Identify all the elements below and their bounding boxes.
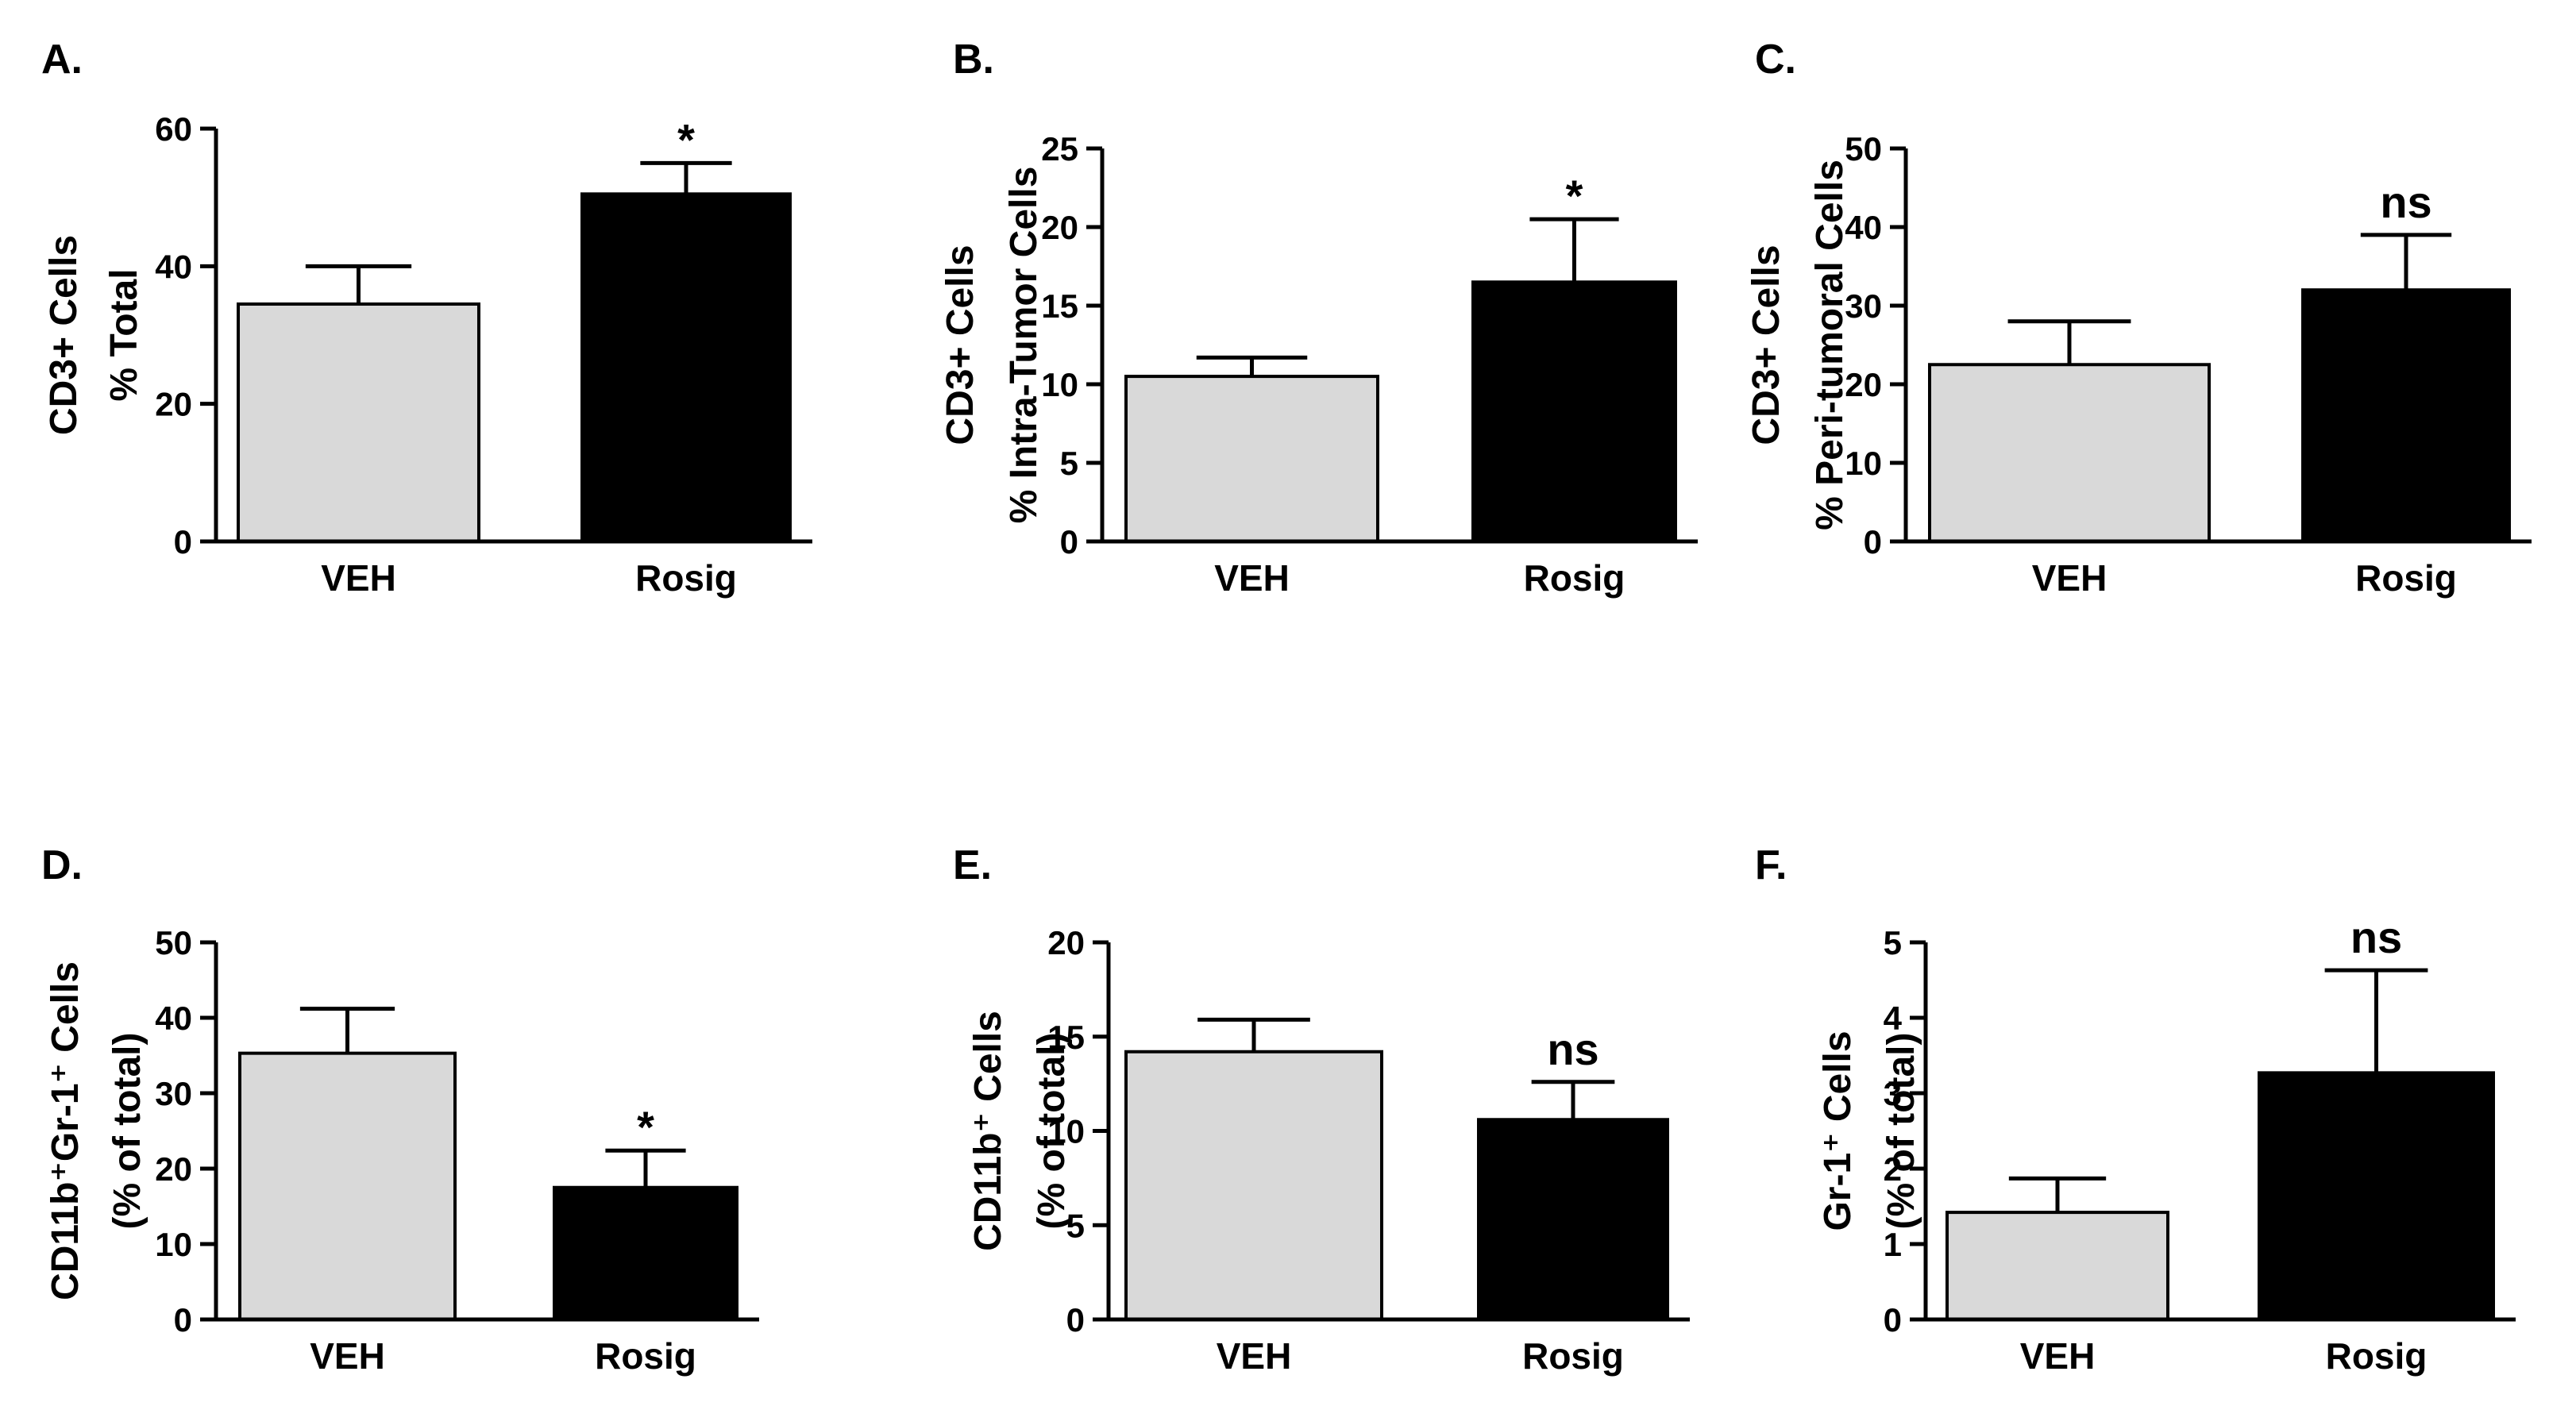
- y-axis-label: (% of total): [1031, 1033, 1073, 1230]
- y-tick-label: 1: [1884, 1226, 1902, 1263]
- y-axis-label: CD11b⁺ Cells: [967, 1011, 1009, 1251]
- x-tick-label: VEH: [2020, 1335, 2096, 1377]
- panel-label: B.: [953, 37, 994, 83]
- y-axis-label: CD3+ Cells: [1745, 245, 1787, 445]
- bar-rosig: [553, 1185, 738, 1321]
- panel-d: D. VEH * Rosig 0 10 20 30 40 50 CD11b⁺Gr-1⁺ Cells (…: [41, 842, 759, 1377]
- x-tick-label: VEH: [2032, 557, 2107, 599]
- y-tick-label: 0: [1884, 1301, 1902, 1339]
- y-axis-label: (% of total): [1880, 1033, 1922, 1230]
- bar-veh: [237, 302, 480, 543]
- panel-b: B. VEH * Rosig 0 5 10 15 20 25 CD3+ Cells % Intra-T…: [939, 37, 1698, 599]
- y-tick-label: 15: [1041, 287, 1078, 325]
- significance-label: ns: [2350, 912, 2402, 962]
- x-tick-label: Rosig: [1522, 1335, 1624, 1377]
- bar-veh: [1945, 1211, 2169, 1321]
- y-tick-label: 20: [1845, 366, 1882, 403]
- y-tick-label: 30: [1845, 287, 1882, 325]
- x-tick-label: VEH: [310, 1335, 385, 1377]
- x-tick-label: VEH: [1217, 1335, 1292, 1377]
- bar-rosig: [580, 192, 792, 543]
- y-tick-label: 5: [1060, 445, 1078, 482]
- y-axis-label: % Intra-Tumor Cells: [1003, 167, 1045, 524]
- y-axis-label: Gr-1⁺ Cells: [1817, 1030, 1859, 1231]
- y-axis-label: CD3+ Cells: [43, 235, 85, 435]
- significance-label: ns: [1547, 1024, 1598, 1074]
- y-axis-label: (% of total): [106, 1033, 148, 1230]
- x-tick-label: Rosig: [2326, 1335, 2428, 1377]
- y-tick-label: 40: [1845, 209, 1882, 246]
- y-axis-label: % Total: [103, 268, 145, 401]
- bar-rosig: [1471, 280, 1677, 543]
- y-axis-label: CD11b⁺Gr-1⁺ Cells: [44, 961, 87, 1300]
- bar-rosig: [2301, 288, 2511, 543]
- y-tick-label: 20: [1041, 209, 1078, 246]
- y-tick-label: 15: [1047, 1019, 1085, 1056]
- significance-label: ns: [2380, 177, 2431, 227]
- y-tick-label: 0: [1864, 523, 1882, 560]
- y-tick-label: 20: [155, 1150, 192, 1188]
- panel-label: D.: [41, 842, 83, 888]
- significance-label: *: [677, 114, 695, 164]
- y-tick-label: 10: [1041, 366, 1078, 403]
- y-tick-label: 20: [155, 386, 192, 423]
- y-tick-label: 3: [1884, 1075, 1902, 1112]
- y-tick-label: 0: [1060, 523, 1078, 560]
- panel-label: E.: [953, 842, 992, 888]
- y-tick-label: 0: [174, 523, 192, 560]
- x-tick-label: Rosig: [2355, 557, 2457, 599]
- bar-rosig: [1477, 1118, 1669, 1321]
- panel-e: E. VEH ns Rosig 0 5 10 15 20 CD11b⁺ Cells (% of to…: [953, 842, 1690, 1377]
- y-tick-label: 40: [155, 1000, 192, 1037]
- y-tick-label: 10: [1845, 445, 1882, 482]
- y-tick-label: 20: [1047, 924, 1085, 961]
- bar-veh: [1124, 1050, 1383, 1321]
- panel-c: C. VEH ns Rosig 0 10 20 30 40 50 CD3+ Cells % Peri-…: [1745, 37, 2532, 599]
- x-tick-label: VEH: [321, 557, 396, 599]
- y-tick-label: 0: [1066, 1301, 1085, 1339]
- y-tick-label: 60: [155, 110, 192, 148]
- y-tick-label: 5: [1066, 1207, 1085, 1244]
- y-axis-label: % Peri-tumoral Cells: [1809, 160, 1851, 530]
- y-tick-label: 0: [174, 1301, 192, 1339]
- x-tick-label: Rosig: [595, 1335, 696, 1377]
- panel-f: F. VEH ns Rosig 0 1 2 3 4 5 Gr-1⁺ Cells (% of total…: [1755, 842, 2516, 1377]
- panel-label: A.: [41, 37, 83, 83]
- y-tick-label: 5: [1884, 924, 1902, 961]
- panel-label: F.: [1755, 842, 1787, 888]
- x-tick-label: Rosig: [635, 557, 737, 599]
- y-tick-label: 10: [1047, 1113, 1085, 1150]
- bar-veh: [238, 1051, 457, 1322]
- panel-a: A. VEH * Rosig 0 20 40 60 CD3+ Cells % Total: [41, 37, 812, 599]
- x-tick-label: Rosig: [1524, 557, 1625, 599]
- y-tick-label: 50: [1845, 130, 1882, 168]
- y-tick-label: 4: [1884, 1000, 1903, 1037]
- y-tick-label: 2: [1884, 1150, 1902, 1188]
- bar-rosig: [2258, 1071, 2495, 1321]
- y-tick-label: 25: [1041, 130, 1078, 168]
- y-tick-label: 30: [155, 1075, 192, 1112]
- y-axis-label: CD3+ Cells: [939, 245, 981, 445]
- y-tick-label: 10: [155, 1226, 192, 1263]
- y-tick-label: 40: [155, 248, 192, 285]
- x-tick-label: VEH: [1214, 557, 1290, 599]
- bar-veh: [1928, 363, 2211, 543]
- significance-label: *: [637, 1102, 654, 1152]
- y-tick-label: 50: [155, 924, 192, 961]
- bar-veh: [1124, 375, 1379, 543]
- significance-label: *: [1566, 171, 1583, 221]
- panel-label: C.: [1755, 37, 1796, 83]
